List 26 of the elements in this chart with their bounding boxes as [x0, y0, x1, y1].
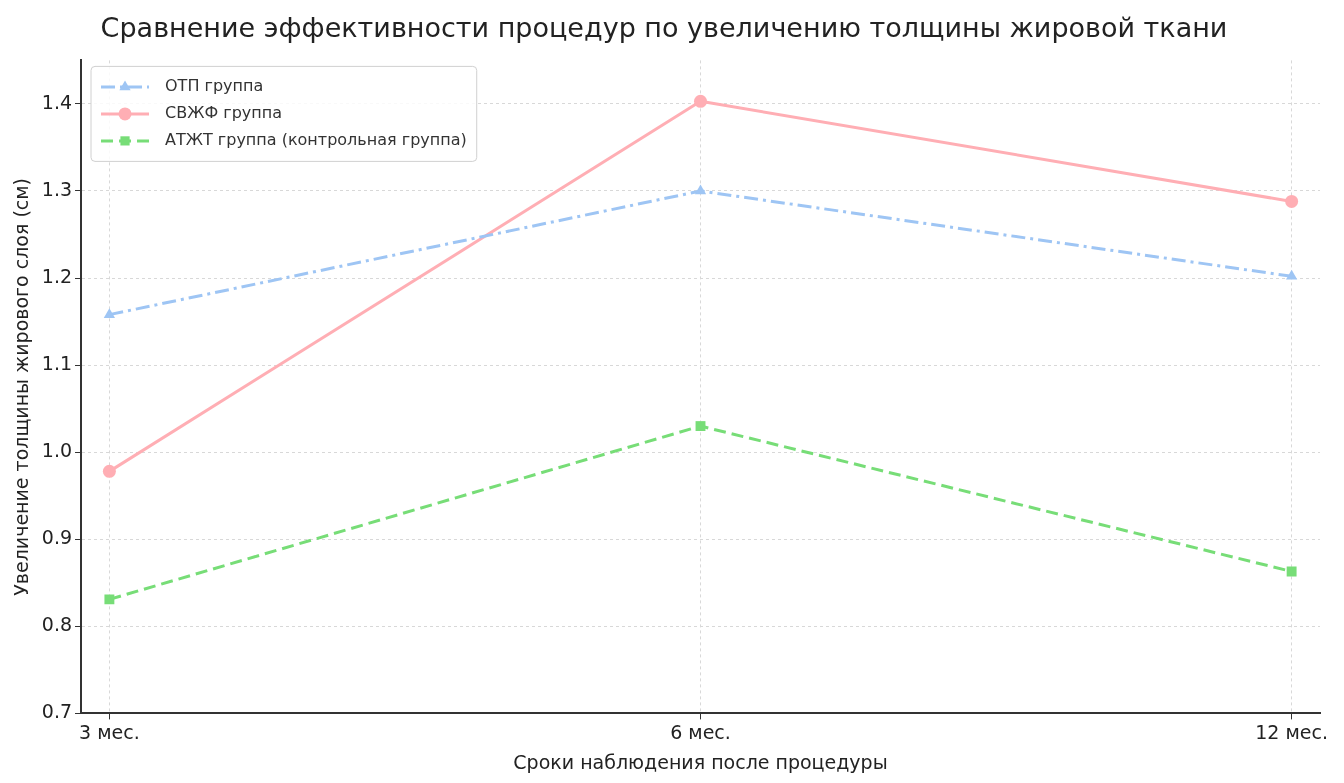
y-tick-label: 0.9 [41, 526, 73, 549]
y-tick-label: 1.4 [41, 90, 73, 113]
y-tick-label: 1.3 [41, 177, 73, 200]
y-tick-label: 1.2 [41, 265, 73, 287]
point [1286, 269, 1298, 280]
y-tick-label: 1.0 [41, 439, 73, 462]
y-tick-label: 0.8 [41, 613, 73, 636]
y-tick-label: 0.7 [41, 700, 73, 723]
legend-label: СВЖФ группа [165, 103, 283, 123]
point [102, 464, 116, 478]
point [1286, 566, 1297, 577]
point [694, 94, 708, 108]
y-tick-label: 1.1 [41, 352, 73, 375]
point [104, 594, 115, 605]
point [694, 184, 707, 195]
legend-label: ОТП группа [165, 76, 264, 96]
y-axis-title: Увеличение толщины жирового слоя (см) [10, 177, 33, 596]
x-tick-label: 3 мес. [79, 720, 140, 743]
x-tick-label: 12 мес. [1255, 720, 1328, 743]
point [1285, 194, 1299, 208]
legend-label: АТЖТ группа (контрольная группа) [165, 130, 467, 150]
x-axis-title: Сроки наблюдения после процедуры [513, 750, 888, 773]
x-tick-label: 6 мес. [670, 720, 731, 743]
chart-title: Сравнение эффективности процедур по увеличению толщины жировой ткани [100, 12, 1228, 44]
point [103, 308, 116, 318]
point [695, 421, 706, 432]
